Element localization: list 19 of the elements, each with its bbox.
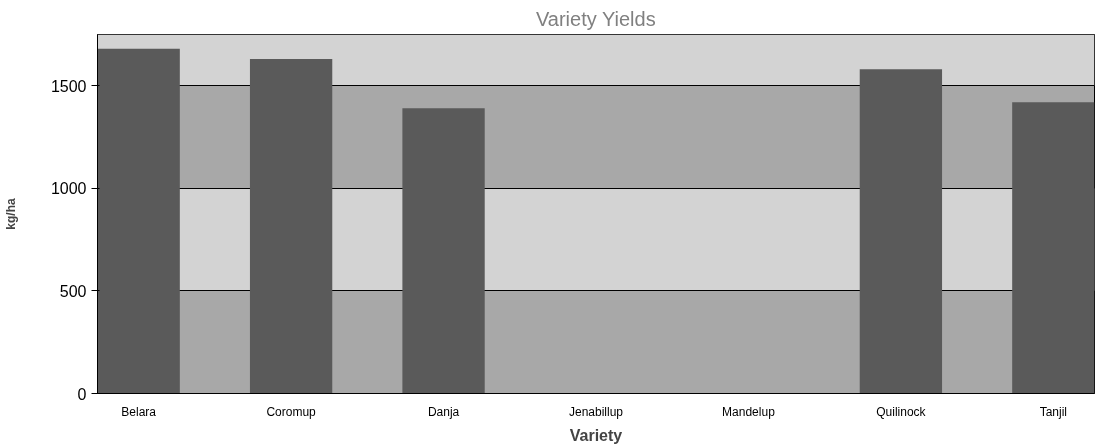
bar: [1012, 102, 1095, 394]
y-tick-label: 1000: [50, 180, 87, 198]
bar: [402, 108, 485, 394]
y-axis-title: kg/ha: [3, 198, 18, 230]
x-tick-label: Coromup: [266, 404, 317, 419]
x-tick-label: Danja: [427, 404, 460, 419]
x-tick-label: Quilinock: [876, 404, 927, 419]
chart-title: Variety Yields: [535, 7, 656, 30]
y-tick-label: 1500: [50, 77, 87, 95]
x-tick-label: Mandelup: [722, 404, 776, 419]
bar: [859, 69, 943, 394]
y-tick-label: 0: [77, 385, 87, 403]
bar: [97, 48, 180, 394]
x-axis-title: Variety: [569, 426, 623, 444]
x-tick-label: Tanjil: [1039, 404, 1068, 419]
y-tick-label: 500: [59, 282, 87, 300]
x-tick-label: Jenabillup: [568, 404, 624, 419]
bar: [249, 59, 333, 394]
x-tick-label: Belara: [121, 404, 157, 419]
